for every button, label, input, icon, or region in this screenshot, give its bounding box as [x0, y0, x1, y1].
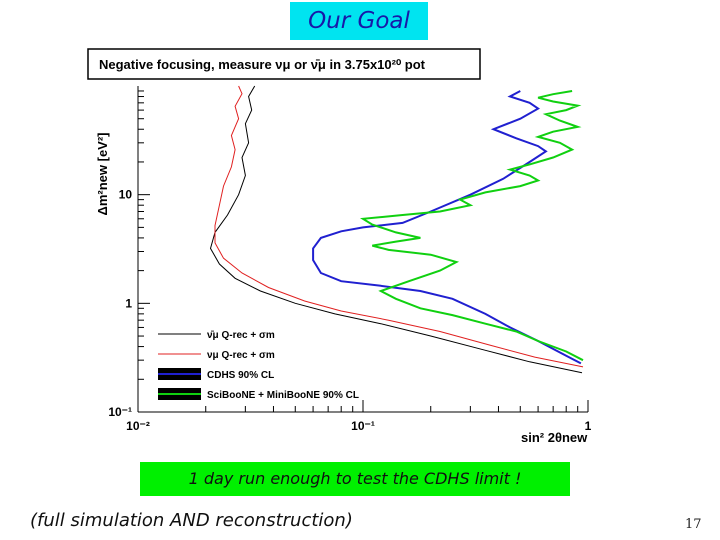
page-number: 17	[685, 517, 702, 532]
slide-title: Our Goal	[290, 2, 428, 40]
plot-title-box: Negative focusing, measure νμ or ν̄μ in …	[87, 48, 481, 80]
legend-label: SciBooNE + MiniBooNE 90% CL	[207, 390, 359, 401]
x-tick-label: 1	[585, 419, 592, 433]
plot-title: Negative focusing, measure νμ or ν̄μ in …	[99, 57, 426, 72]
x-tick-label: 10⁻¹	[351, 419, 375, 433]
series-lines	[209, 85, 584, 374]
legend-label: CDHS 90% CL	[207, 370, 274, 381]
y-tick-label: 1	[125, 296, 132, 310]
x-tick-label: 10⁻²	[126, 419, 150, 433]
sensitivity-plot: 10⁻² 10⁻¹ 1 10⁻¹ 1 10 ν̄μ Q-rec + σm νμ Q-rec …	[83, 44, 648, 456]
legend: ν̄μ Q-rec + σm νμ Q-rec + σm CDHS 90% CL Sc…	[158, 330, 359, 401]
y-tick-label: 10	[119, 188, 133, 202]
y-axis-label: Δm²new [eV²]	[95, 132, 110, 215]
y-tick-label: 10⁻¹	[108, 405, 132, 419]
callout-banner: 1 day run enough to test the CDHS limit …	[140, 462, 570, 496]
series-line-2	[214, 85, 584, 368]
x-axis-label: sin² 2θnew	[521, 430, 588, 445]
series-line-1	[209, 85, 583, 374]
caption-text: (full simulation AND reconstruction)	[30, 510, 353, 531]
series-line-3	[312, 90, 582, 365]
series-line-4	[359, 90, 584, 362]
legend-label: νμ Q-rec + σm	[207, 350, 275, 361]
legend-label: ν̄μ Q-rec + σm	[207, 330, 275, 341]
